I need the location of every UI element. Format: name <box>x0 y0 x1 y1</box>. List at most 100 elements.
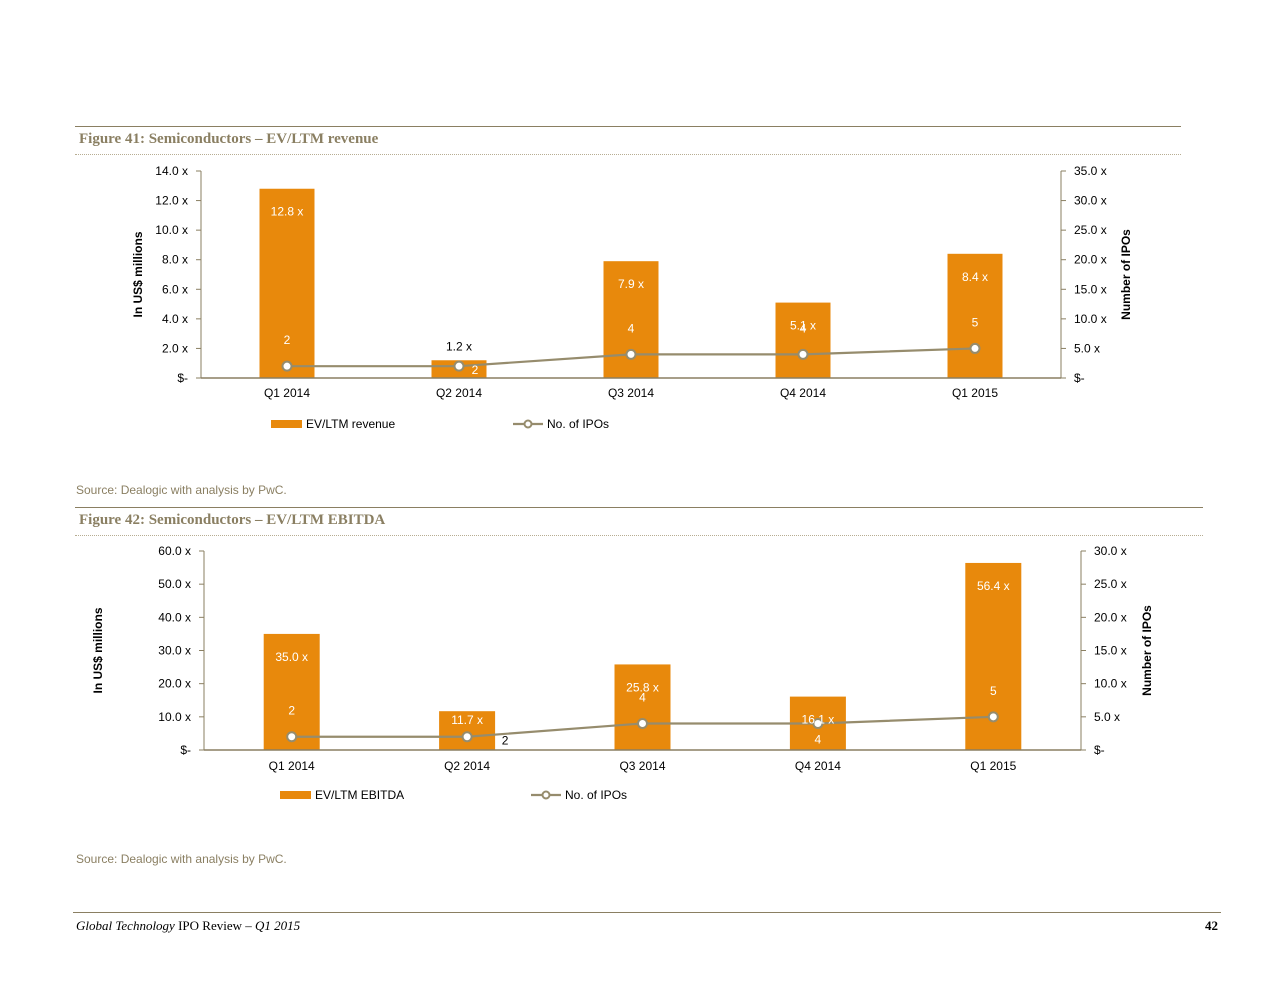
x-tick-label: Q3 2014 <box>619 759 665 773</box>
y-tick-label-left: 2.0 x <box>162 341 188 355</box>
y-tick-label-right: 30.0 x <box>1094 544 1127 558</box>
y-tick-label-left: 50.0 x <box>158 577 191 591</box>
bar-data-label: 35.0 x <box>275 650 308 664</box>
ipo-data-label: 5 <box>990 684 997 698</box>
y-tick-label-right: 5.0 x <box>1094 710 1120 724</box>
x-tick-label: Q1 2014 <box>264 386 310 400</box>
y-axis-title-right: Number of IPOs <box>1119 229 1133 320</box>
figure-41-dotted-rule <box>75 154 1181 155</box>
y-tick-label-right: 10.0 x <box>1094 677 1127 691</box>
figure-42-source: Source: Dealogic with analysis by PwC. <box>76 852 287 866</box>
y-tick-label-right: $- <box>1074 371 1085 385</box>
y-tick-label-left: 14.0 x <box>155 164 188 178</box>
bar <box>775 302 831 378</box>
x-tick-label: Q4 2014 <box>780 386 826 400</box>
ipo-marker <box>453 360 465 372</box>
x-tick-label: Q1 2015 <box>952 386 998 400</box>
y-axis-title-right: Number of IPOs <box>1140 605 1154 696</box>
ipo-data-label: 2 <box>472 363 479 377</box>
page-number: 42 <box>1205 918 1218 933</box>
y-tick-label-right: 15.0 x <box>1074 282 1107 296</box>
y-tick-label-left: 6.0 x <box>162 282 188 296</box>
footer-report-title: Global Technology IPO Review – Q1 2015 <box>76 918 300 934</box>
y-tick-label-left: 4.0 x <box>162 312 188 326</box>
y-tick-label-left: $- <box>177 371 188 385</box>
bar-data-label: 5.1 x <box>790 319 816 333</box>
legend-line-label: No. of IPOs <box>547 417 609 431</box>
ipo-marker <box>797 348 809 360</box>
figure-42-top-rule <box>75 507 1203 508</box>
y-tick-label-right: 20.0 x <box>1074 253 1107 267</box>
ipo-marker <box>461 731 473 743</box>
x-tick-label: Q4 2014 <box>795 759 841 773</box>
y-tick-label-left: 10.0 x <box>155 223 188 237</box>
y-tick-label-left: 10.0 x <box>158 710 191 724</box>
bar <box>263 633 320 750</box>
y-tick-label-right: 20.0 x <box>1094 610 1127 624</box>
footer-title-middle: IPO Review – <box>174 918 255 933</box>
y-tick-label-right: 25.0 x <box>1074 223 1107 237</box>
x-tick-label: Q3 2014 <box>608 386 654 400</box>
legend-line-label: No. of IPOs <box>565 788 627 802</box>
legend-line-marker <box>541 790 551 800</box>
bar <box>947 253 1003 378</box>
y-tick-label-left: $- <box>180 743 191 757</box>
legend-bar-swatch <box>271 420 302 428</box>
x-tick-label: Q2 2014 <box>444 759 490 773</box>
ipo-marker <box>625 348 637 360</box>
y-axis-title-left: In US$ millions <box>131 231 145 317</box>
figure-42-dotted-rule <box>75 535 1203 536</box>
y-tick-label-left: 20.0 x <box>158 677 191 691</box>
y-tick-label-right: 30.0 x <box>1074 194 1107 208</box>
legend-bar-swatch <box>280 791 311 799</box>
x-tick-label: Q2 2014 <box>436 386 482 400</box>
bar <box>259 188 315 378</box>
ipo-data-label: 2 <box>288 704 295 718</box>
y-tick-label-left: 8.0 x <box>162 253 188 267</box>
bar-data-label: 25.8 x <box>626 680 659 694</box>
bar-data-label: 8.4 x <box>962 270 988 284</box>
ipo-data-label: 4 <box>639 690 646 704</box>
figure-42-title: Figure 42: Semiconductors – EV/LTM EBITD… <box>79 512 386 528</box>
footer-title-quarter: Q1 2015 <box>255 918 301 933</box>
footer-title-italic: Global Technology <box>76 918 175 933</box>
ipo-data-label: 4 <box>800 321 807 335</box>
bar-data-label: 7.9 x <box>618 277 644 291</box>
legend-line-marker <box>523 419 533 429</box>
bar-data-label: 1.2 x <box>446 339 472 353</box>
y-tick-label-right: 10.0 x <box>1074 312 1107 326</box>
ipo-marker <box>281 360 293 372</box>
ipo-marker <box>987 711 999 723</box>
ipo-marker <box>637 717 648 729</box>
bar-data-label: 11.7 x <box>451 713 483 727</box>
ipo-data-label: 4 <box>628 321 635 335</box>
ipo-data-label: 5 <box>972 315 979 329</box>
y-tick-label-left: 12.0 x <box>155 194 188 208</box>
figure-41-source: Source: Dealogic with analysis by PwC. <box>76 483 287 497</box>
y-tick-label-right: 15.0 x <box>1094 644 1127 658</box>
figure-41-top-rule <box>75 126 1181 127</box>
bar-data-label: 56.4 x <box>977 579 1010 593</box>
bar-data-label: 16.1 x <box>802 713 835 727</box>
figure-41-chart: $- 2.0 x 4.0 x 6.0 x 8.0 x 10.0 x 12.0 x 14.0 x… <box>131 164 1133 431</box>
legend-bar-label: EV/LTM revenue <box>306 417 395 431</box>
bar <box>614 664 671 750</box>
ipo-data-label: 2 <box>284 333 291 347</box>
y-tick-label-left: 60.0 x <box>158 544 191 558</box>
legend-bar-label: EV/LTM EBITDA <box>315 788 404 802</box>
ipo-marker <box>286 731 298 743</box>
figure-41-title: Figure 41: Semiconductors – EV/LTM reven… <box>79 131 379 147</box>
ipo-marker <box>812 717 824 729</box>
y-tick-label-right: 25.0 x <box>1094 577 1127 591</box>
y-axis-title-left: In US$ millions <box>91 607 105 693</box>
y-tick-label-right: $- <box>1094 743 1105 757</box>
footer-rule <box>73 912 1221 913</box>
ipo-data-label: 2 <box>502 734 509 748</box>
y-tick-label-right: 5.0 x <box>1074 341 1100 355</box>
y-tick-label-left: 40.0 x <box>158 610 191 624</box>
x-tick-label: Q1 2015 <box>970 759 1016 773</box>
bar-data-label: 12.8 x <box>271 205 304 219</box>
x-tick-label: Q1 2014 <box>269 759 315 773</box>
y-tick-label-right: 35.0 x <box>1074 164 1107 178</box>
bar <box>439 711 496 750</box>
